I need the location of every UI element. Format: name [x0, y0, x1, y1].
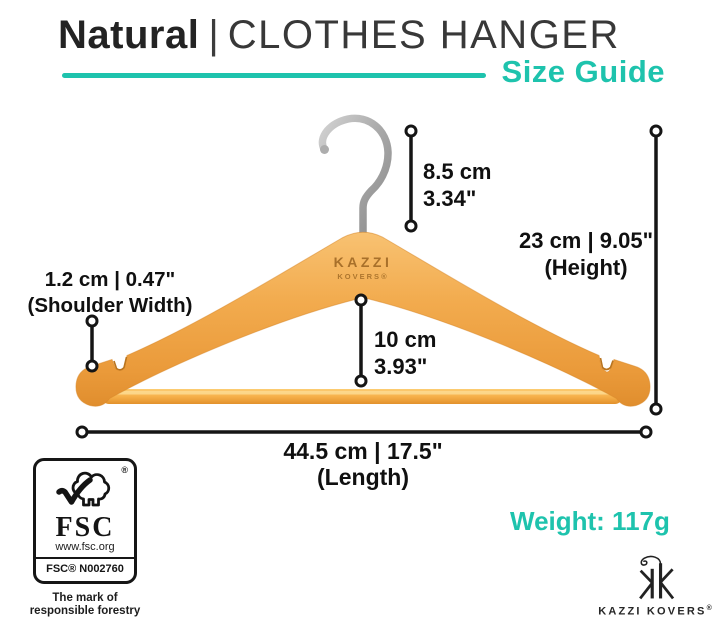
- shoulder-width-dimension-line: [85, 314, 99, 373]
- length-caption: (Length): [317, 464, 409, 490]
- hook-height-label: 8.5 cm 3.34": [423, 158, 492, 212]
- drop-metric: 10 cm: [374, 327, 437, 352]
- engraving-brand-line1: KAZZI: [334, 254, 393, 270]
- brand-name: KAZZI KOVERS®: [592, 605, 718, 618]
- right-strap-notch: [599, 357, 614, 371]
- fsc-acronym: FSC: [55, 512, 115, 543]
- hook-height-imperial: 3.34": [423, 186, 477, 211]
- shoulder-width-caption: (Shoulder Width): [27, 294, 193, 317]
- height-caption: (Height): [544, 255, 628, 280]
- fsc-tree-icon: [56, 471, 111, 507]
- hanger-body: KAZZI KOVERS®: [75, 231, 651, 407]
- fsc-license-code: FSC® N002760: [36, 557, 134, 575]
- left-strap-notch: [113, 356, 128, 371]
- brand-name-text: KAZZI KOVERS: [598, 605, 707, 618]
- shoulder-width-value: 1.2 cm | 0.47": [44, 268, 176, 291]
- accent-rule: [62, 73, 486, 78]
- hook-height-metric: 8.5 cm: [423, 159, 492, 184]
- hook-height-dimension-line: [404, 124, 418, 233]
- title-product-color: Natural: [58, 13, 200, 57]
- height-label: 23 cm | 9.05" (Height): [500, 227, 672, 281]
- length-label: 44.5 cm | 17.5" (Length): [212, 438, 514, 490]
- engraving-brand-line2: KOVERS®: [337, 272, 388, 281]
- subtitle-size-guide: Size Guide: [501, 54, 665, 89]
- weight-label: Weight: 117g: [510, 506, 670, 536]
- dimension-lines: [75, 124, 663, 439]
- kazzi-kovers-monogram-icon: [639, 555, 675, 600]
- fsc-tagline-line1: The mark of: [52, 592, 118, 604]
- hanger-trouser-bar: [102, 389, 622, 404]
- drop-label: 10 cm 3.93": [374, 326, 436, 380]
- page-title: Natural | CLOTHES HANGER: [58, 12, 620, 58]
- fsc-certification-badge: ® FSC www.fsc.org FSC® N002760: [33, 458, 137, 584]
- title-separator: |: [208, 13, 219, 57]
- hanger-hook-icon: [318, 114, 392, 238]
- length-dimension-line: [75, 425, 653, 439]
- height-dimension-line: [649, 124, 663, 416]
- shoulder-width-label: 1.2 cm | 0.47" (Shoulder Width): [8, 267, 212, 319]
- brand-logo: KAZZI KOVERS®: [592, 554, 718, 618]
- title-product-type: CLOTHES HANGER: [227, 13, 620, 57]
- fsc-tagline: The mark of responsible forestry: [23, 592, 147, 618]
- drop-dimension-line: [354, 293, 368, 388]
- brand-registered-mark: ®: [706, 605, 712, 612]
- fsc-url: www.fsc.org: [55, 541, 115, 553]
- fsc-tagline-line2: responsible forestry: [29, 605, 141, 617]
- length-value: 44.5 cm | 17.5": [283, 438, 443, 464]
- drop-imperial: 3.93": [374, 354, 428, 379]
- height-value: 23 cm | 9.05": [518, 228, 653, 253]
- fsc-registered-mark: ®: [121, 465, 128, 475]
